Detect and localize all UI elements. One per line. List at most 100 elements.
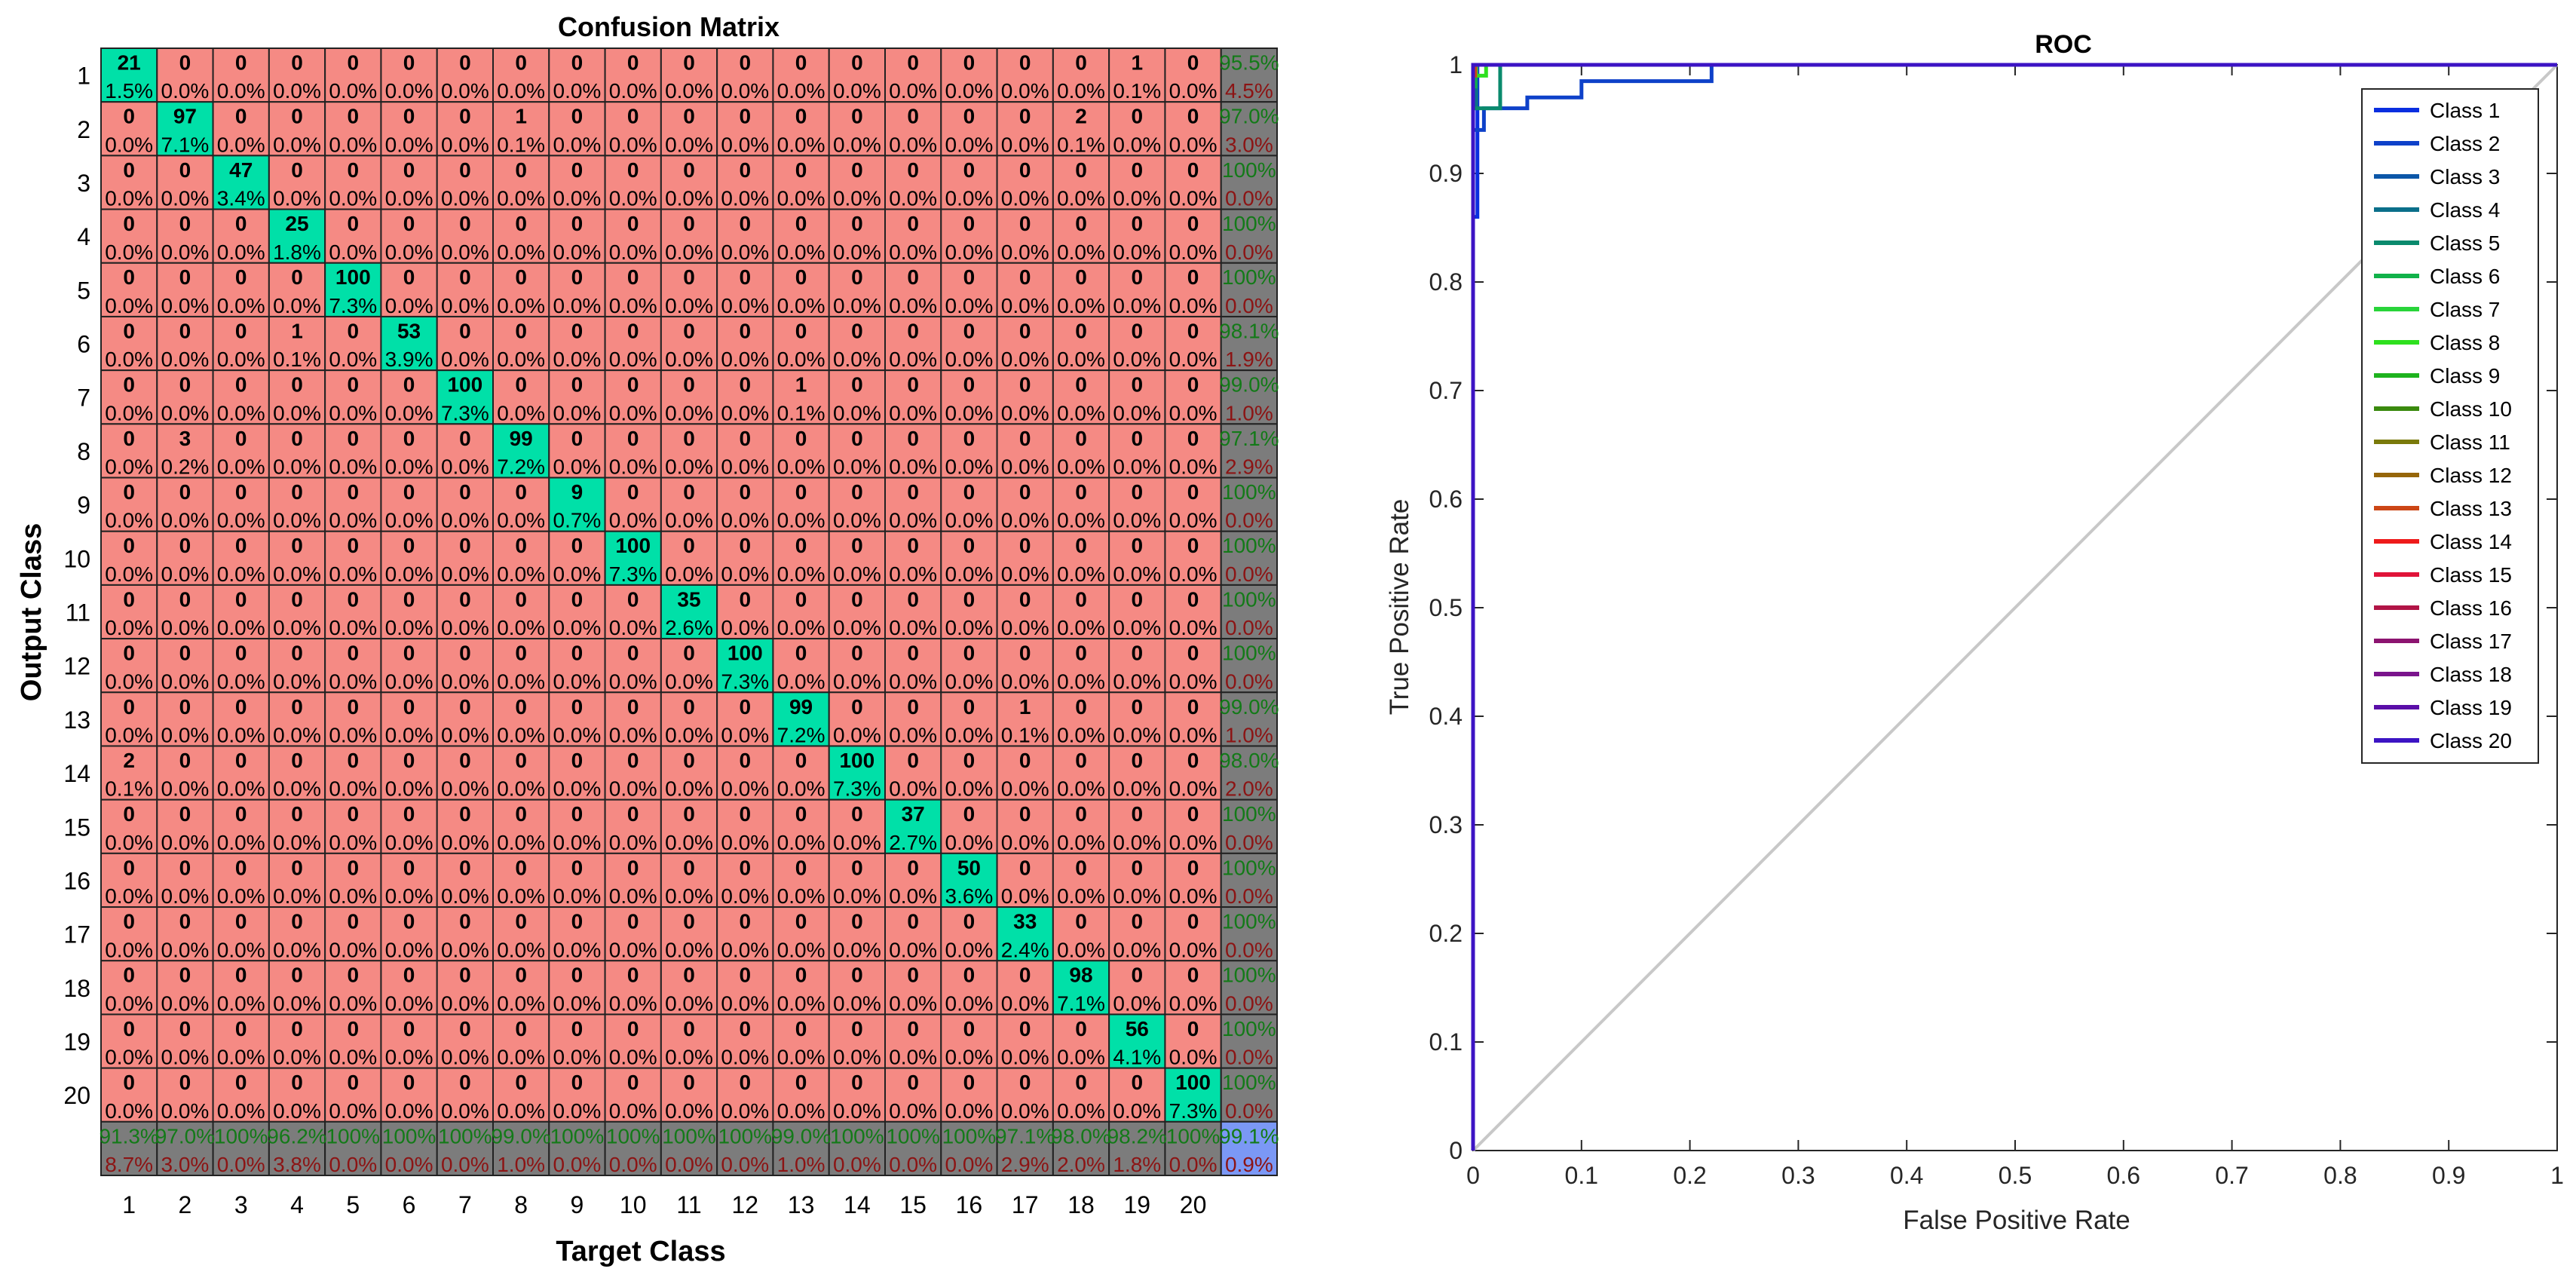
confusion-matrix-ylabel: Output Class xyxy=(16,523,47,701)
cm-percent-9-20: 0.0% xyxy=(1169,509,1218,532)
roc-legend-label-6: Class 6 xyxy=(2430,265,2500,288)
cm-cell-21-10 xyxy=(604,1120,662,1177)
cm-count-8-16: 0 xyxy=(963,427,976,450)
cm-count-13-13: 99 xyxy=(789,695,813,719)
cm-cell-2-6 xyxy=(380,101,438,157)
cm-percent-5-13: 0.0% xyxy=(777,294,825,317)
cm-percent-16-17: 0.0% xyxy=(1001,884,1049,908)
cm-count-3-3: 47 xyxy=(229,158,253,182)
cm-percent-5-4: 0.0% xyxy=(273,294,321,317)
cm-count-20-6: 0 xyxy=(403,1071,415,1094)
cm-cell-20-12 xyxy=(716,1067,774,1123)
cm-percent-13-2: 0.0% xyxy=(161,723,210,746)
cm-percent-18-15: 0.0% xyxy=(889,991,937,1015)
roc-legend-label-11: Class 11 xyxy=(2430,431,2510,454)
cm-count-17-1: 0 xyxy=(123,910,135,933)
cm-cell-11-19 xyxy=(1108,584,1166,640)
cm-percent-13-4: 0.0% xyxy=(273,723,321,746)
cm-x-tick-17: 17 xyxy=(1012,1191,1039,1218)
cm-count-10-13: 0 xyxy=(795,534,807,557)
cm-percent-10-11: 0.0% xyxy=(665,562,713,586)
cm-count-12-13: 0 xyxy=(795,642,807,665)
cm-cell-6-10 xyxy=(604,315,662,372)
cm-percent-1-12: 0.0% xyxy=(721,79,769,103)
cm-y-tick-8: 8 xyxy=(77,438,90,465)
cm-percent-11-14: 0.0% xyxy=(833,616,881,639)
cm-count-11-13: 0 xyxy=(795,587,807,611)
cm-cell-7-8 xyxy=(492,369,550,425)
cm-percent-5-14: 0.0% xyxy=(833,294,881,317)
cm-percent-9-19: 0.0% xyxy=(1113,509,1161,532)
cm-percent-3-11: 0.0% xyxy=(665,187,713,210)
cm-percent-12-18: 0.0% xyxy=(1057,670,1105,693)
cm-percent-20-21: 0.0% xyxy=(1225,1099,1273,1123)
cm-count-16-16: 50 xyxy=(957,856,981,879)
cm-percent-13-6: 0.0% xyxy=(385,723,433,746)
cm-count-4-12: 0 xyxy=(739,212,751,235)
cm-count-18-11: 0 xyxy=(683,964,695,987)
cm-percent-6-15: 0.0% xyxy=(889,348,937,371)
cm-percent-18-16: 0.0% xyxy=(945,991,994,1015)
cm-percent-9-4: 0.0% xyxy=(273,509,321,532)
cm-count-1-3: 0 xyxy=(235,51,247,74)
cm-cell-6-5 xyxy=(324,315,382,372)
cm-cell-20-21 xyxy=(1220,1067,1278,1123)
cm-count-5-15: 0 xyxy=(907,265,919,289)
cm-percent-20-8: 0.0% xyxy=(497,1099,545,1123)
cm-cell-17-21 xyxy=(1220,906,1278,962)
cm-y-tick-18: 18 xyxy=(63,975,90,1002)
cm-cell-13-5 xyxy=(324,691,382,747)
cm-count-15-19: 0 xyxy=(1131,802,1143,826)
cm-percent-12-15: 0.0% xyxy=(889,670,937,693)
cm-percent-14-6: 0.0% xyxy=(385,777,433,801)
cm-count-12-18: 0 xyxy=(1075,642,1087,665)
cm-percent-1-18: 0.0% xyxy=(1057,79,1105,103)
cm-cell-6-7 xyxy=(436,315,495,372)
cm-percent-7-5: 0.0% xyxy=(329,401,377,424)
cm-count-5-3: 0 xyxy=(235,265,247,289)
cm-count-11-21: 100% xyxy=(1222,587,1276,611)
cm-percent-2-9: 0.0% xyxy=(553,133,602,156)
cm-cell-11-12 xyxy=(716,584,774,640)
cm-percent-2-17: 0.0% xyxy=(1001,133,1049,156)
cm-percent-1-3: 0.0% xyxy=(217,79,265,103)
cm-cell-6-3 xyxy=(212,315,270,372)
cm-percent-8-7: 0.0% xyxy=(441,455,489,479)
cm-percent-14-10: 0.0% xyxy=(609,777,657,801)
cm-percent-2-5: 0.0% xyxy=(329,133,377,156)
cm-cell-1-10 xyxy=(604,47,662,103)
cm-count-18-21: 100% xyxy=(1222,964,1276,987)
cm-x-tick-8: 8 xyxy=(514,1191,528,1218)
cm-count-1-9: 0 xyxy=(571,51,584,74)
cm-cell-16-14 xyxy=(828,852,886,909)
cm-percent-18-18: 7.1% xyxy=(1057,991,1105,1015)
cm-percent-20-15: 0.0% xyxy=(889,1099,937,1123)
cm-count-15-14: 0 xyxy=(851,802,863,826)
cm-count-3-8: 0 xyxy=(515,158,527,182)
roc-legend-label-19: Class 19 xyxy=(2430,696,2512,719)
cm-cell-4-10 xyxy=(604,208,662,264)
roc-title: ROC xyxy=(2035,30,2092,59)
cm-percent-13-20: 0.0% xyxy=(1169,723,1218,746)
cm-count-4-5: 0 xyxy=(347,212,359,235)
cm-percent-18-19: 0.0% xyxy=(1113,991,1161,1015)
cm-percent-14-11: 0.0% xyxy=(665,777,713,801)
cm-percent-3-12: 0.0% xyxy=(721,187,769,210)
cm-percent-9-16: 0.0% xyxy=(945,509,994,532)
cm-count-10-18: 0 xyxy=(1075,534,1087,557)
cm-count-19-15: 0 xyxy=(907,1017,919,1040)
cm-percent-1-5: 0.0% xyxy=(329,79,377,103)
cm-count-5-12: 0 xyxy=(739,265,751,289)
cm-percent-12-9: 0.0% xyxy=(553,670,602,693)
cm-count-2-20: 0 xyxy=(1187,105,1199,128)
cm-percent-4-10: 0.0% xyxy=(609,241,657,264)
cm-cell-4-11 xyxy=(660,208,718,264)
cm-count-8-18: 0 xyxy=(1075,427,1087,450)
cm-percent-20-17: 0.0% xyxy=(1001,1099,1049,1123)
cm-count-9-19: 0 xyxy=(1131,480,1143,504)
cm-count-18-10: 0 xyxy=(627,964,639,987)
cm-percent-21-16: 0.0% xyxy=(945,1153,994,1176)
cm-cell-15-9 xyxy=(548,798,606,854)
cm-cell-21-1 xyxy=(100,1120,158,1177)
cm-percent-19-18: 0.0% xyxy=(1057,1046,1105,1069)
